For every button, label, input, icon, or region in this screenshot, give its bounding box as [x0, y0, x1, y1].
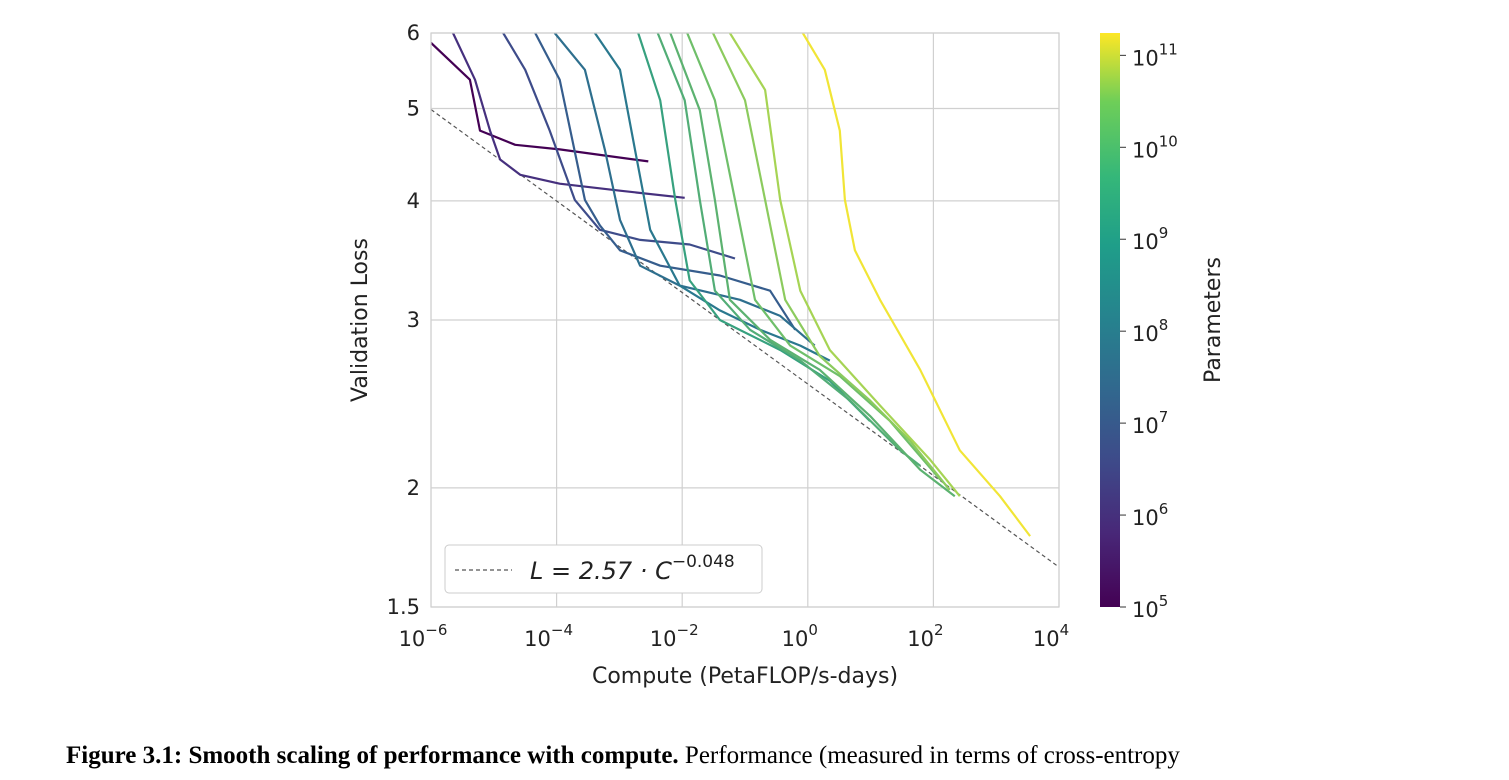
- y-axis-label: Validation Loss: [348, 238, 373, 402]
- tick-exponent: −4: [551, 621, 573, 639]
- colorbar-label: Parameters: [1201, 257, 1226, 383]
- tick-exponent: 8: [1159, 316, 1169, 334]
- tick-exponent: 0: [808, 621, 818, 639]
- tick-exponent: 2: [934, 621, 944, 639]
- y-tick-label: 6: [407, 21, 420, 45]
- colorbar-tick-label: 109: [1132, 224, 1168, 254]
- tick-exponent: 10: [1159, 132, 1178, 150]
- x-tick-label: 10−6: [399, 621, 448, 651]
- caption-title: Smooth scaling of performance with compu…: [188, 742, 679, 769]
- caption-text: Performance (measured in terms of cross-…: [684, 742, 1180, 769]
- loss-curve-2: [452, 33, 685, 199]
- x-tick-label: 10−4: [524, 621, 573, 651]
- loss-curve-3: [502, 33, 736, 260]
- x-tick-label: 100: [782, 621, 818, 651]
- tick-base: 10: [1132, 322, 1159, 346]
- y-tick-label: 3: [407, 308, 420, 332]
- plot-frame: [430, 32, 1060, 608]
- tick-base: 10: [907, 627, 934, 651]
- tick-exponent: 4: [1060, 621, 1070, 639]
- series-lines: [431, 33, 1059, 568]
- grid: [430, 32, 1060, 608]
- y-tick-label: 1.5: [387, 595, 420, 619]
- tick-base: 10: [1132, 598, 1159, 622]
- legend-label: L = 2.57 · C−0.048: [530, 552, 735, 585]
- x-axis-label: Compute (PetaFLOP/s-days): [592, 664, 898, 689]
- loss-curve-5: [553, 33, 816, 347]
- tick-exponent: −6: [425, 621, 447, 639]
- tick-base: 10: [1132, 138, 1159, 162]
- legend-box: [444, 544, 763, 594]
- loss-curve-13: [801, 33, 1031, 537]
- loss-curve-9: [669, 33, 956, 498]
- loss-curve-12: [728, 33, 961, 497]
- loss-curve-8: [656, 33, 921, 467]
- x-tick-label: 102: [907, 621, 943, 651]
- colorbar-tick-label: 106: [1132, 500, 1168, 530]
- tick-exponent: 9: [1159, 224, 1169, 242]
- tick-exponent: −2: [677, 621, 699, 639]
- tick-base: 10: [782, 627, 809, 651]
- tick-base: 10: [1033, 627, 1060, 651]
- x-tick-label: 10−2: [650, 621, 699, 651]
- y-tick-label: 4: [407, 189, 420, 213]
- legend-exponent: −0.048: [672, 552, 735, 572]
- colorbar-tick-label: 108: [1132, 316, 1168, 346]
- legend: L = 2.57 · C−0.048: [444, 544, 763, 594]
- tick-base: 10: [524, 627, 551, 651]
- colorbar-tick-label: 107: [1132, 408, 1168, 438]
- y-tick-labels: 1.5 2 3 4 5 6: [387, 21, 420, 619]
- colorbar-tick-label: 1011: [1132, 40, 1178, 70]
- tick-exponent: 7: [1159, 408, 1169, 426]
- caption-label: Figure 3.1:: [66, 742, 183, 769]
- tick-base: 10: [1132, 506, 1159, 530]
- loss-curve-7: [637, 33, 871, 422]
- tick-base: 10: [1132, 414, 1159, 438]
- tick-base: 10: [650, 627, 677, 651]
- loss-curve-11: [712, 33, 951, 491]
- legend-equation: L = 2.57 · C: [530, 557, 672, 585]
- x-tick-label: 104: [1033, 621, 1069, 651]
- loss-curve-4: [534, 33, 797, 331]
- colorbar-gradient: [1100, 33, 1120, 607]
- x-tick-labels: 10−6 10−4 10−2 100 102 104: [399, 621, 1070, 651]
- tick-exponent: 5: [1159, 592, 1169, 610]
- figure-caption: Figure 3.1: Smooth scaling of performanc…: [66, 742, 1180, 770]
- tick-exponent: 6: [1159, 500, 1169, 518]
- tick-base: 10: [1132, 230, 1159, 254]
- tick-exponent: 11: [1159, 40, 1178, 58]
- loss-curve-1: [431, 42, 649, 163]
- tick-base: 10: [1132, 46, 1159, 70]
- y-tick-label: 5: [407, 96, 420, 120]
- y-tick-label: 2: [407, 476, 420, 500]
- tick-base: 10: [399, 627, 426, 651]
- colorbar-tick-label: 105: [1132, 592, 1168, 622]
- colorbar-tick-label: 1010: [1132, 132, 1178, 162]
